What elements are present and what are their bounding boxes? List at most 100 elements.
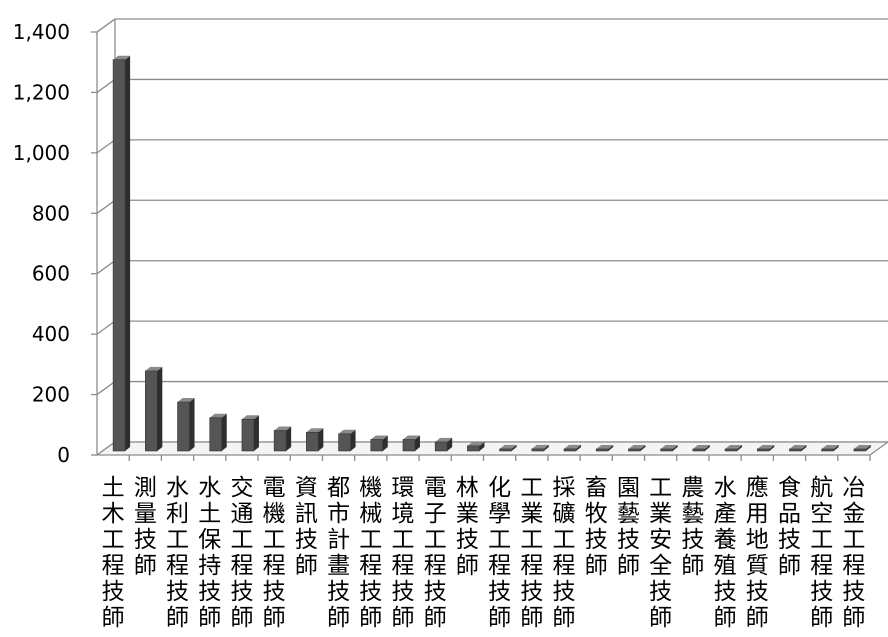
- x-category-label-char: 測: [134, 475, 157, 501]
- x-category-label-char: 師: [617, 553, 640, 579]
- x-category-label-char: 師: [488, 605, 511, 631]
- x-category-label-char: 保: [198, 527, 221, 553]
- x-category-label-char: 技: [134, 527, 157, 553]
- bar-top: [531, 444, 549, 449]
- x-category-label-char: 環: [391, 475, 414, 501]
- x-category-label-char: 師: [649, 605, 672, 631]
- bar: [595, 448, 609, 452]
- x-category-label-char: 電: [263, 475, 286, 501]
- x-category-label-char: 工: [424, 527, 447, 553]
- gridline-side: [96, 78, 116, 93]
- x-category-label-char: 技: [198, 579, 221, 605]
- bar-side: [414, 435, 420, 451]
- x-category-label-char: 園: [617, 475, 640, 501]
- x-category-label-char: 程: [102, 553, 125, 579]
- x-category-label-char: 程: [553, 553, 576, 579]
- x-category-label-char: 技: [327, 579, 350, 605]
- bar-side: [382, 435, 388, 451]
- gridline-side: [96, 139, 116, 154]
- x-category-label-char: 金: [842, 501, 865, 527]
- x-category-label-char: 程: [488, 553, 511, 579]
- bar: [853, 448, 867, 452]
- x-category-label-char: 程: [424, 553, 447, 579]
- x-category-label-char: 通: [230, 501, 253, 527]
- bar-top: [370, 435, 388, 440]
- bar: [724, 448, 738, 452]
- x-category-label-char: 技: [295, 527, 318, 553]
- x-category-label-char: 師: [585, 553, 608, 579]
- bar: [692, 448, 706, 452]
- bar: [756, 448, 770, 452]
- bar-top: [467, 441, 485, 446]
- x-category-label-char: 量: [134, 501, 157, 527]
- x-category-label-char: 木: [102, 501, 125, 527]
- bar: [660, 448, 673, 452]
- bar: [563, 448, 577, 452]
- x-category-label-char: 養: [714, 527, 737, 553]
- bar: [628, 448, 641, 452]
- bar-top: [177, 398, 195, 403]
- bar: [402, 439, 416, 452]
- x-category-label-char: 技: [617, 527, 640, 553]
- bar: [241, 418, 255, 452]
- bar-side: [286, 426, 292, 451]
- gridline-side: [96, 320, 116, 335]
- y-tick-label: 200: [32, 383, 70, 407]
- bar: [370, 439, 384, 452]
- y-tick-label: 800: [32, 201, 70, 225]
- x-category-label-char: 子: [424, 501, 447, 527]
- gridline-side: [96, 381, 116, 396]
- x-category-label-char: 師: [778, 553, 801, 579]
- bar-side: [447, 437, 453, 451]
- x-category-label-char: 技: [649, 579, 672, 605]
- bar-top: [692, 445, 710, 449]
- bar-top: [113, 55, 131, 60]
- y-tick-label: 600: [32, 262, 70, 286]
- x-category-label-char: 技: [520, 579, 543, 605]
- x-category-label-char: 師: [295, 553, 318, 579]
- x-category-label-char: 程: [166, 553, 189, 579]
- x-category-label-char: 程: [263, 553, 286, 579]
- x-category-label-char: 師: [553, 605, 576, 631]
- x-category-label-char: 技: [230, 579, 253, 605]
- x-category-label-char: 師: [456, 553, 479, 579]
- x-category-label-char: 礦: [553, 501, 576, 527]
- bar-top: [435, 437, 453, 442]
- x-category-label-char: 工: [391, 527, 414, 553]
- x-category-label-char: 技: [166, 579, 189, 605]
- x-category-label-char: 都: [327, 475, 350, 501]
- x-category-label-char: 學: [488, 501, 511, 527]
- bar: [434, 441, 448, 452]
- bar-top: [757, 445, 775, 449]
- bar-top: [596, 445, 614, 449]
- x-category-label-char: 藝: [617, 501, 640, 527]
- x-category-label-char: 工: [520, 527, 543, 553]
- x-category-label-char: 械: [359, 501, 382, 527]
- bar-side: [350, 429, 356, 451]
- gridline-side: [96, 260, 116, 275]
- x-category-label-char: 師: [263, 605, 286, 631]
- bar-top: [725, 445, 743, 449]
- x-category-label-char: 師: [359, 605, 382, 631]
- x-category-label-char: 電: [424, 475, 447, 501]
- plot-area: 02004006008001,0001,2001,400土木工程技師測量技師水利…: [13, 18, 888, 631]
- bar-top: [241, 415, 259, 420]
- x-category-label-char: 應: [746, 475, 769, 501]
- x-category-label-char: 工: [810, 527, 833, 553]
- x-category-label-char: 畜: [585, 475, 608, 501]
- x-category-label-char: 師: [842, 605, 865, 631]
- x-category-label-char: 程: [842, 553, 865, 579]
- x-category-label-char: 資: [295, 475, 318, 501]
- x-category-label-char: 化: [488, 475, 511, 501]
- x-category-label-char: 技: [681, 527, 704, 553]
- x-category-label-char: 市: [327, 501, 350, 527]
- x-category-label-char: 工: [230, 527, 253, 553]
- x-category-label-char: 航: [810, 475, 833, 501]
- bar-top: [209, 413, 227, 418]
- bar-side: [543, 444, 549, 451]
- x-category-label-char: 食: [778, 475, 801, 501]
- x-category-label-char: 師: [714, 605, 737, 631]
- x-category-label-char: 工: [359, 527, 382, 553]
- y-tick-label: 1,000: [13, 141, 70, 165]
